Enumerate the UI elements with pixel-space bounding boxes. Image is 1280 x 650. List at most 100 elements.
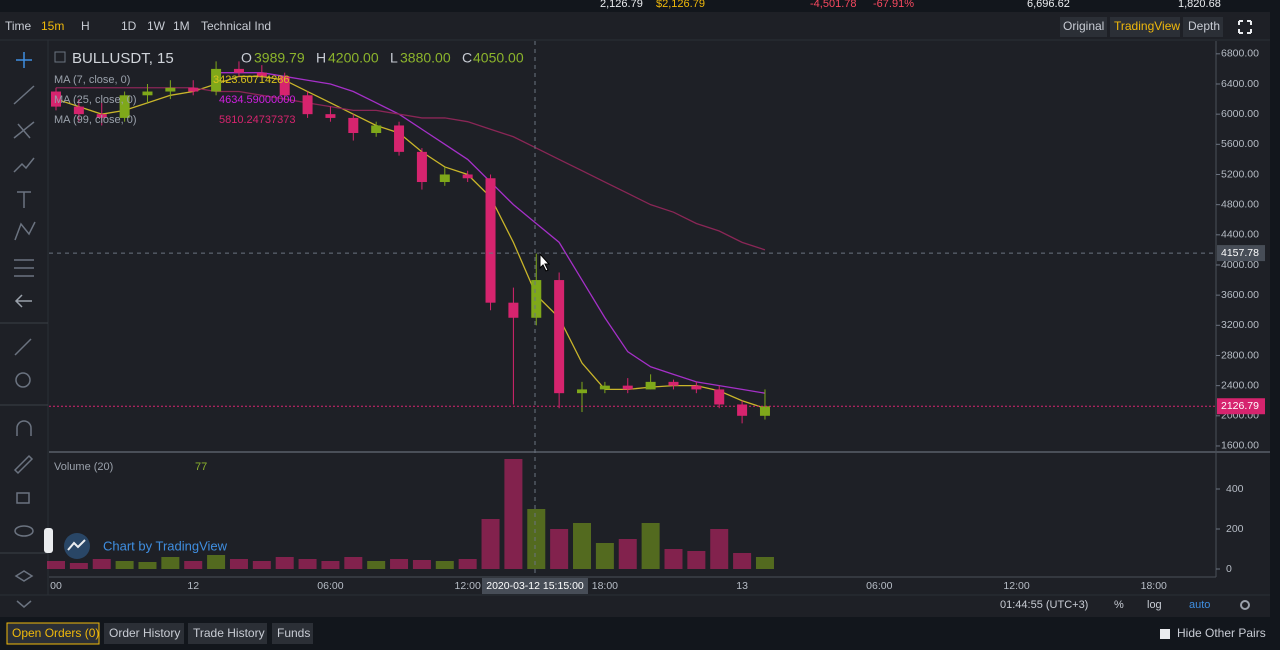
week-button[interactable]: 1W bbox=[147, 19, 166, 33]
y-tick-label: 5200.00 bbox=[1221, 168, 1259, 180]
auto-toggle[interactable]: auto bbox=[1189, 599, 1210, 611]
volume-bar bbox=[298, 559, 317, 569]
tab-bg bbox=[6, 622, 100, 645]
original-button[interactable]: Original bbox=[1063, 19, 1104, 33]
candle-body bbox=[485, 178, 496, 303]
trade-history-tab[interactable]: Trade History bbox=[193, 626, 265, 640]
magnet-tool[interactable] bbox=[16, 420, 32, 436]
volume-bar bbox=[229, 559, 248, 569]
y-tick-label: 4800.00 bbox=[1221, 198, 1259, 210]
ma99-label: MA (99, close, 0) bbox=[54, 114, 137, 126]
crosshair-time-box bbox=[482, 578, 588, 594]
original-bg bbox=[1060, 17, 1107, 37]
x-tick-label: 18:00 bbox=[592, 580, 618, 592]
tab-bg bbox=[272, 623, 313, 644]
volume-bar bbox=[710, 529, 729, 569]
candle-body bbox=[142, 91, 153, 96]
percent-toggle[interactable]: % bbox=[1114, 599, 1124, 611]
volume-bar bbox=[252, 561, 271, 569]
candle-body bbox=[645, 381, 656, 390]
x-tick-label: 00 bbox=[50, 580, 62, 592]
y-tick-label: 4000.00 bbox=[1221, 259, 1259, 271]
back-tool[interactable] bbox=[14, 294, 32, 308]
change: -4,501.78 bbox=[810, 0, 856, 10]
c-label: C bbox=[462, 50, 472, 66]
watermark[interactable]: Chart by TradingView bbox=[103, 538, 228, 553]
interval-button[interactable]: 15m bbox=[41, 19, 64, 33]
candle-body bbox=[531, 280, 542, 318]
log-toggle[interactable]: log bbox=[1147, 599, 1162, 611]
candle-body bbox=[188, 87, 199, 92]
crosshair-price-label: 4157.78 bbox=[1221, 247, 1259, 259]
x-tick-label: 06:00 bbox=[866, 580, 892, 592]
crosshair-price-box bbox=[1217, 245, 1265, 262]
month-button[interactable]: 1M bbox=[173, 19, 190, 33]
order-history-tab[interactable]: Order History bbox=[109, 626, 180, 640]
volume-bar bbox=[595, 543, 614, 569]
layers-tool[interactable] bbox=[14, 570, 34, 582]
draw-mode-tool[interactable] bbox=[13, 454, 34, 475]
legend-box bbox=[54, 51, 66, 63]
volume-bar bbox=[641, 523, 660, 569]
pattern-tool[interactable] bbox=[14, 221, 36, 241]
candle-body bbox=[302, 95, 313, 115]
volume-bar bbox=[367, 561, 386, 569]
volume-bar bbox=[550, 529, 569, 569]
price-pane bbox=[49, 41, 1216, 452]
line-tool[interactable] bbox=[13, 85, 35, 105]
scroll-handle[interactable] bbox=[44, 528, 53, 553]
volume-bar bbox=[687, 551, 706, 569]
candle-body bbox=[737, 404, 748, 416]
hide-pairs-checkbox[interactable] bbox=[1160, 629, 1170, 639]
measure-tool[interactable] bbox=[14, 259, 34, 277]
fullscreen-icon[interactable] bbox=[1238, 20, 1252, 34]
tv-logo-mark bbox=[67, 539, 86, 551]
plot: 6800.00 6400.00 6000.00 5600.00 5200.00 4800.… bbox=[47, 41, 1265, 594]
candle-body bbox=[599, 385, 610, 390]
open-orders-tab[interactable]: Open Orders (0) bbox=[12, 626, 99, 640]
o-label: O bbox=[241, 50, 252, 66]
collapse-button[interactable] bbox=[16, 600, 32, 608]
y-tick-label: 2800.00 bbox=[1221, 349, 1259, 361]
volume-tick-label: 0 bbox=[1226, 563, 1232, 575]
brush-tool[interactable] bbox=[13, 157, 35, 173]
lock-tool[interactable] bbox=[16, 492, 30, 504]
l-label: L bbox=[390, 50, 398, 66]
change-pct: -67.91% bbox=[873, 0, 914, 10]
depth-button[interactable]: Depth bbox=[1188, 19, 1220, 33]
side-panel bbox=[1270, 12, 1280, 650]
tab-bg bbox=[104, 623, 184, 644]
candle-body bbox=[622, 385, 633, 390]
volume-bar bbox=[435, 561, 454, 569]
ma7-value: 3423.60714286 bbox=[213, 74, 289, 86]
y-tick-label: 2400.00 bbox=[1221, 379, 1259, 391]
top-strip bbox=[0, 0, 1280, 12]
ruler-tool[interactable] bbox=[14, 338, 32, 356]
high: 6,696.62 bbox=[1027, 0, 1070, 10]
tradingview-button[interactable]: TradingView bbox=[1114, 19, 1180, 33]
visibility-tool[interactable] bbox=[14, 525, 34, 537]
h-value: 4200.00 bbox=[328, 50, 379, 66]
day-button[interactable]: 1D bbox=[121, 19, 137, 33]
x-tick-label: 13 bbox=[736, 580, 748, 592]
fib-tool[interactable] bbox=[13, 121, 35, 139]
candle-body bbox=[462, 174, 473, 179]
crosshair-tool[interactable] bbox=[16, 52, 32, 68]
settings-icon[interactable] bbox=[1240, 600, 1250, 610]
candle-body bbox=[416, 151, 427, 183]
ma25-value: 4634.59000000 bbox=[219, 94, 295, 106]
time-button[interactable]: Time bbox=[5, 19, 32, 33]
volume-bar bbox=[504, 459, 523, 569]
zoom-tool[interactable] bbox=[15, 372, 31, 388]
text-tool[interactable] bbox=[17, 191, 31, 208]
volume-bar bbox=[344, 557, 363, 569]
y-tick-label: 3600.00 bbox=[1221, 289, 1259, 301]
volume-bar bbox=[412, 560, 431, 569]
indicators-button[interactable]: Technical Ind bbox=[201, 19, 271, 33]
tv-bg bbox=[1110, 17, 1180, 37]
funds-tab[interactable]: Funds bbox=[277, 626, 310, 640]
x-tick-label: 06:00 bbox=[317, 580, 343, 592]
candle-body bbox=[233, 68, 244, 73]
hour-button[interactable]: H bbox=[81, 19, 90, 33]
